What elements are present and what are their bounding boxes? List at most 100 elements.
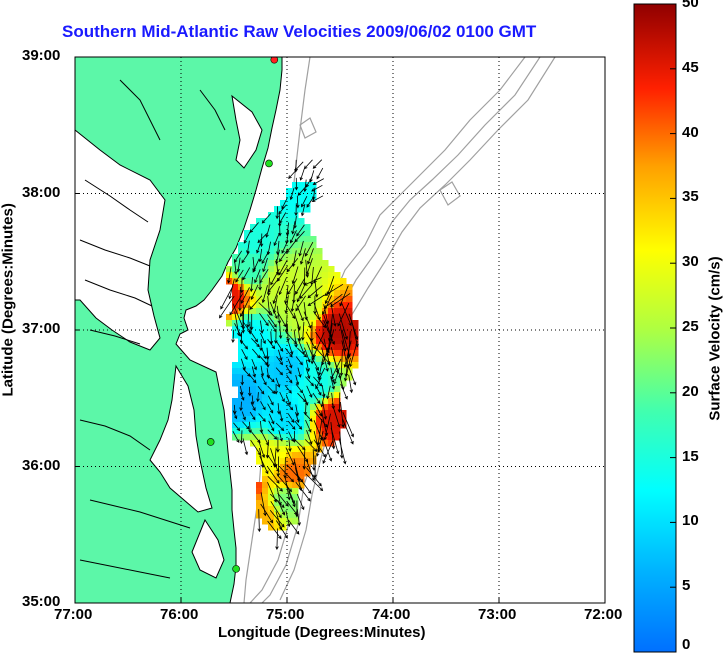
velocity-cell	[280, 374, 287, 381]
velocity-cell	[286, 392, 293, 399]
velocity-cell	[256, 422, 263, 429]
velocity-cell	[268, 458, 275, 465]
velocity-cell	[250, 416, 257, 423]
velocity-cell	[262, 230, 269, 237]
velocity-vector	[268, 420, 275, 432]
velocity-cell	[286, 242, 293, 249]
velocity-cell	[268, 506, 275, 513]
velocity-cell	[274, 230, 281, 237]
velocity-cell	[298, 368, 305, 375]
velocity-cell	[328, 362, 335, 369]
velocity-vector	[261, 285, 268, 304]
velocity-cell	[250, 392, 257, 399]
velocity-cell	[274, 524, 281, 531]
velocity-cell	[268, 482, 275, 489]
velocity-vector	[293, 329, 298, 348]
velocity-cell	[244, 296, 251, 303]
velocity-cell	[310, 314, 317, 321]
velocity-cell	[304, 356, 311, 363]
velocity-cell	[310, 422, 317, 429]
velocity-cell	[310, 380, 317, 387]
velocity-cell	[244, 272, 251, 279]
velocity-cell	[322, 392, 329, 399]
velocity-vector	[261, 347, 267, 360]
velocity-cell	[226, 272, 233, 279]
velocity-cell	[232, 416, 239, 423]
velocity-cell	[286, 188, 293, 195]
velocity-cell	[292, 398, 299, 405]
velocity-vector	[240, 277, 244, 294]
velocity-cell	[286, 248, 293, 255]
velocity-vector	[303, 277, 322, 286]
velocity-cell	[262, 248, 269, 255]
velocity-cell	[292, 284, 299, 291]
velocity-vector	[257, 509, 262, 533]
velocity-cell	[268, 356, 275, 363]
velocity-vector	[267, 314, 277, 328]
velocity-vector	[286, 374, 293, 384]
velocity-cell	[292, 326, 299, 333]
velocity-vector	[277, 492, 289, 507]
velocity-cell	[316, 326, 323, 333]
velocity-cell	[238, 410, 245, 417]
velocity-vector	[272, 447, 277, 468]
velocity-cell	[310, 260, 317, 267]
pamlico-sound-south	[191, 518, 225, 579]
velocity-cell	[238, 374, 245, 381]
velocity-cell	[262, 296, 269, 303]
velocity-cell	[340, 368, 347, 375]
velocity-cell	[328, 440, 335, 447]
velocity-cell	[334, 344, 341, 351]
velocity-cell	[274, 434, 281, 441]
velocity-cell	[292, 356, 299, 363]
velocity-cell	[250, 230, 257, 237]
velocity-cell	[340, 296, 347, 303]
velocity-cell	[292, 332, 299, 339]
velocity-cell	[268, 314, 275, 321]
velocity-cell	[334, 332, 341, 339]
velocity-cell	[256, 434, 263, 441]
colorbar-tick-label: 40	[682, 123, 699, 141]
velocity-vector	[240, 358, 246, 371]
velocity-cell	[292, 404, 299, 411]
velocity-vector	[306, 196, 314, 208]
velocity-vector	[239, 391, 245, 401]
velocity-cell	[250, 434, 257, 441]
velocity-cell	[298, 272, 305, 279]
velocity-cell	[304, 320, 311, 327]
velocity-cell	[262, 320, 269, 327]
velocity-cell	[244, 416, 251, 423]
velocity-cell	[268, 428, 275, 435]
velocity-cell	[310, 362, 317, 369]
velocity-cell	[250, 242, 257, 249]
velocity-cell	[298, 248, 305, 255]
velocity-cell	[310, 284, 317, 291]
velocity-vector	[278, 321, 283, 340]
velocity-vector	[297, 347, 308, 358]
velocity-vector	[307, 285, 323, 299]
velocity-vector	[305, 258, 313, 276]
velocity-cell	[316, 404, 323, 411]
velocity-cell	[316, 350, 323, 357]
velocity-cell	[274, 404, 281, 411]
velocity-cell	[244, 386, 251, 393]
velocity-cell	[268, 212, 275, 219]
velocity-cell	[244, 332, 251, 339]
velocity-cell	[304, 404, 311, 411]
velocity-cell	[298, 422, 305, 429]
velocity-vector	[305, 331, 316, 350]
velocity-cell	[250, 290, 257, 297]
velocity-cell	[256, 224, 263, 231]
velocity-cell	[250, 320, 257, 327]
velocity-cell	[334, 296, 341, 303]
velocity-vector	[318, 356, 324, 376]
velocity-cell	[310, 302, 317, 309]
velocity-vector	[279, 391, 285, 403]
velocity-cell	[238, 308, 245, 315]
velocity-cell	[268, 470, 275, 477]
velocity-cell	[274, 284, 281, 291]
velocity-cell	[268, 440, 275, 447]
velocity-vector	[341, 302, 352, 327]
velocity-cell	[268, 380, 275, 387]
velocity-cell	[346, 326, 353, 333]
